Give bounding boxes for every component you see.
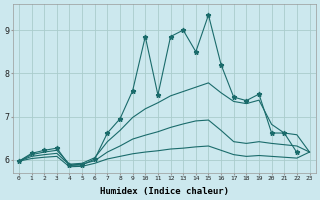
X-axis label: Humidex (Indice chaleur): Humidex (Indice chaleur) — [100, 187, 229, 196]
